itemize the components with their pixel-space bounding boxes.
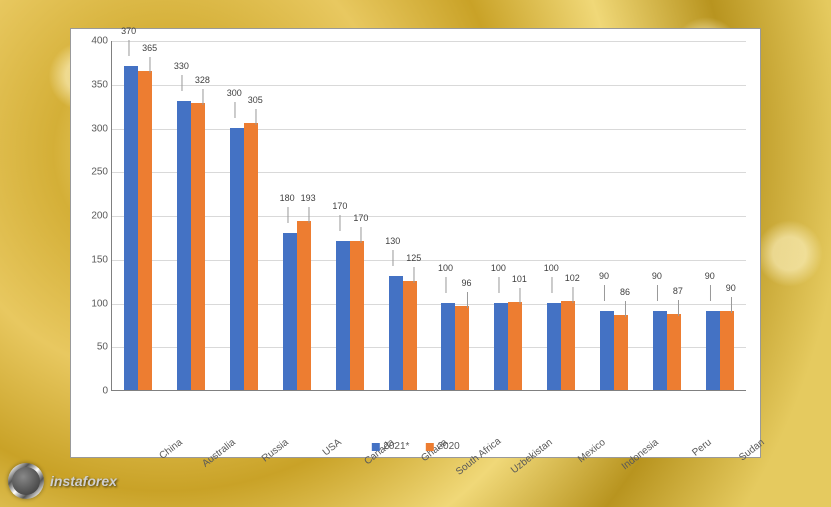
y-tick-label: 400 bbox=[80, 36, 108, 47]
bar-value-label: 328 bbox=[195, 75, 210, 85]
chart-container: 050100150200250300350400 370365330328300… bbox=[70, 28, 761, 458]
bar-group: 170170 bbox=[324, 241, 376, 390]
bar-value-label: 101 bbox=[512, 274, 527, 284]
bar-value-label: 305 bbox=[248, 95, 263, 105]
bar: 90 bbox=[706, 311, 720, 390]
watermark: instaforex bbox=[8, 463, 117, 499]
bar-group: 10096 bbox=[429, 303, 481, 391]
y-tick-label: 50 bbox=[80, 342, 108, 353]
watermark-icon bbox=[8, 463, 44, 499]
bar-value-label: 96 bbox=[462, 278, 472, 288]
bar-value-label: 330 bbox=[174, 61, 189, 71]
bar: 193 bbox=[297, 221, 311, 390]
bar-group: 130125 bbox=[377, 276, 429, 390]
bar-value-label: 370 bbox=[121, 26, 136, 36]
legend-label: 2021* bbox=[383, 441, 409, 452]
bar: 100 bbox=[547, 303, 561, 391]
bar: 328 bbox=[191, 103, 205, 390]
bar: 125 bbox=[403, 281, 417, 390]
bar-value-label: 90 bbox=[705, 271, 715, 281]
bar: 90 bbox=[653, 311, 667, 390]
y-tick-label: 100 bbox=[80, 298, 108, 309]
bar-value-label: 90 bbox=[652, 271, 662, 281]
x-axis-labels: ChinaAustraliaRussiaUSACanadaGhanaSouth … bbox=[112, 429, 746, 440]
chart-legend: 2021* 2020 bbox=[371, 441, 459, 452]
bar: 96 bbox=[455, 306, 469, 390]
bar-value-label: 365 bbox=[142, 43, 157, 53]
legend-label: 2020 bbox=[437, 441, 459, 452]
bar-value-label: 180 bbox=[280, 193, 295, 203]
bar: 305 bbox=[244, 123, 258, 390]
bar-group: 300305 bbox=[218, 123, 270, 390]
y-tick-label: 0 bbox=[80, 386, 108, 397]
bar: 180 bbox=[283, 233, 297, 391]
plot-area: 050100150200250300350400 370365330328300… bbox=[111, 41, 746, 391]
y-tick-label: 250 bbox=[80, 167, 108, 178]
bar: 370 bbox=[124, 66, 138, 390]
bar-value-label: 90 bbox=[726, 283, 736, 293]
bar-value-label: 300 bbox=[227, 88, 242, 98]
bar-value-label: 90 bbox=[599, 271, 609, 281]
bar-value-label: 86 bbox=[620, 287, 630, 297]
bar-value-label: 100 bbox=[544, 263, 559, 273]
watermark-text: instaforex bbox=[50, 473, 117, 489]
bar: 100 bbox=[441, 303, 455, 391]
bar-group: 9086 bbox=[588, 311, 640, 390]
bar-value-label: 100 bbox=[438, 263, 453, 273]
bar-value-label: 193 bbox=[301, 193, 316, 203]
y-tick-label: 200 bbox=[80, 211, 108, 222]
legend-swatch bbox=[425, 443, 433, 451]
bars-area: 3703653303283003051801931701701301251009… bbox=[112, 41, 746, 390]
bar: 101 bbox=[508, 302, 522, 390]
bar-value-label: 170 bbox=[332, 201, 347, 211]
bar-value-label: 170 bbox=[353, 213, 368, 223]
bar: 86 bbox=[614, 315, 628, 390]
legend-swatch bbox=[371, 443, 379, 451]
bar: 87 bbox=[667, 314, 681, 390]
bar-group: 100101 bbox=[482, 302, 534, 390]
bar: 130 bbox=[389, 276, 403, 390]
bar-group: 330328 bbox=[165, 101, 217, 390]
bar: 102 bbox=[561, 301, 575, 390]
bar-group: 9090 bbox=[694, 311, 746, 390]
bar: 100 bbox=[494, 303, 508, 391]
bar-group: 9087 bbox=[641, 311, 693, 390]
y-tick-label: 300 bbox=[80, 123, 108, 134]
bar-group: 180193 bbox=[271, 221, 323, 390]
legend-item: 2020 bbox=[425, 441, 459, 452]
bar: 300 bbox=[230, 128, 244, 391]
bar-value-label: 125 bbox=[406, 253, 421, 263]
bar-value-label: 102 bbox=[565, 273, 580, 283]
y-tick-label: 350 bbox=[80, 79, 108, 90]
legend-item: 2021* bbox=[371, 441, 409, 452]
y-tick-label: 150 bbox=[80, 254, 108, 265]
bar-value-label: 130 bbox=[385, 236, 400, 246]
bar-value-label: 100 bbox=[491, 263, 506, 273]
bar: 330 bbox=[177, 101, 191, 390]
bar-value-label: 87 bbox=[673, 286, 683, 296]
bar: 365 bbox=[138, 71, 152, 390]
bar: 170 bbox=[336, 241, 350, 390]
bar: 90 bbox=[720, 311, 734, 390]
bar-group: 370365 bbox=[112, 66, 164, 390]
bar-group: 100102 bbox=[535, 301, 587, 390]
bar: 170 bbox=[350, 241, 364, 390]
bar: 90 bbox=[600, 311, 614, 390]
